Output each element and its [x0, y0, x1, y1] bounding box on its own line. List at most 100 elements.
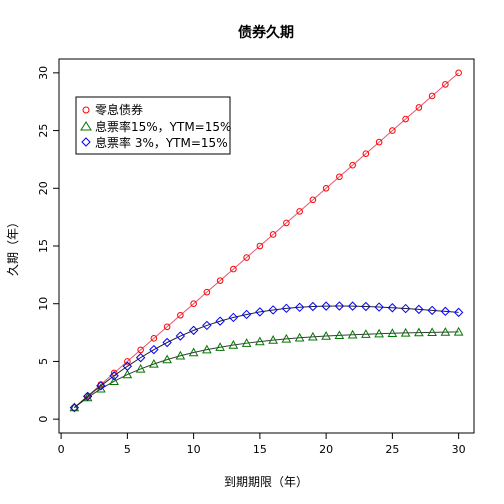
- series-point: [228, 312, 239, 323]
- series-point: [162, 337, 172, 348]
- legend-marker-coupon-3: [81, 137, 91, 147]
- y-axis-label: 久期（年）: [6, 216, 20, 276]
- legend-label-coupon-15: 息票率15%，YTM=15%: [95, 119, 231, 134]
- series-point: [428, 92, 436, 100]
- series-point: [281, 333, 292, 343]
- series-point: [82, 391, 93, 402]
- series-point: [228, 340, 239, 349]
- series-point: [349, 161, 356, 169]
- x-tick-label: 25: [385, 443, 399, 456]
- series-point: [336, 173, 343, 181]
- series-point: [175, 331, 186, 341]
- series-point: [375, 138, 383, 146]
- series-point: [188, 347, 199, 357]
- series-point: [215, 342, 225, 351]
- y-tick-label: 10: [37, 297, 50, 311]
- series-point: [190, 300, 197, 308]
- series-point: [294, 302, 305, 313]
- series-point: [361, 301, 371, 312]
- series-point: [440, 306, 451, 317]
- series-point: [255, 336, 265, 346]
- series-point: [69, 402, 80, 413]
- series-point: [269, 231, 277, 238]
- series-point: [230, 265, 237, 273]
- series-point: [294, 332, 305, 342]
- series-point: [387, 303, 398, 313]
- series-point: [109, 376, 119, 385]
- series-point: [203, 288, 211, 296]
- legend-marker-zero-coupon: [82, 106, 90, 114]
- series-point: [122, 369, 133, 379]
- x-tick-label: 10: [187, 443, 201, 456]
- series-point: [281, 303, 292, 314]
- series-point: [347, 301, 358, 311]
- chart-title: 债券久期: [238, 24, 294, 41]
- series-point: [135, 352, 146, 363]
- series-point: [256, 242, 264, 250]
- series-point: [243, 254, 250, 261]
- x-tick-label: 30: [452, 443, 466, 456]
- series-point: [322, 184, 330, 192]
- y-tick-label: 5: [37, 358, 50, 365]
- series-point: [149, 358, 159, 368]
- series-point: [309, 196, 317, 204]
- y-tick-label: 30: [37, 66, 50, 80]
- series-point: [321, 331, 331, 340]
- series-point: [455, 69, 462, 77]
- series-point: [427, 305, 437, 316]
- series-group: [69, 69, 464, 413]
- series-point: [334, 330, 345, 340]
- x-axis: 0 5 10 15 20 25 30: [58, 433, 466, 456]
- legend-marker-coupon-15: [80, 121, 92, 131]
- series-point: [387, 328, 398, 337]
- series-point: [69, 402, 80, 412]
- series-point: [268, 305, 278, 315]
- series-point: [389, 127, 396, 134]
- series-point: [149, 344, 159, 355]
- series-point: [150, 335, 158, 342]
- series-point: [427, 327, 437, 337]
- y-tick-label: 25: [37, 124, 50, 138]
- series-point: [361, 329, 371, 338]
- y-tick-label: 20: [37, 181, 50, 195]
- legend: 零息债券 息票率15%，YTM=15% 息票率 3%，YTM=15%: [75, 96, 231, 155]
- series-line-2: [74, 331, 459, 408]
- series-point: [334, 301, 345, 311]
- series-point: [135, 363, 146, 373]
- legend-box: [75, 96, 231, 155]
- series-point: [414, 304, 424, 315]
- series-point: [202, 344, 212, 354]
- series-point: [374, 328, 384, 338]
- series-point: [415, 104, 423, 111]
- series-point: [296, 208, 303, 215]
- series-point: [414, 327, 424, 337]
- series-point: [268, 335, 278, 344]
- series-point: [188, 325, 199, 336]
- legend-label-coupon-3: 息票率 3%，YTM=15%: [95, 135, 228, 150]
- series-point: [216, 277, 224, 284]
- series-point: [283, 219, 290, 227]
- series-point: [347, 329, 358, 339]
- series-point: [124, 358, 131, 365]
- series-point: [442, 81, 449, 88]
- x-tick-label: 0: [58, 443, 65, 456]
- x-axis-label: 到期期限（年）: [224, 475, 308, 489]
- series-point: [321, 301, 331, 311]
- series-point: [109, 371, 119, 381]
- series-point: [122, 361, 133, 371]
- series-point: [162, 354, 172, 364]
- y-tick-label: 15: [37, 239, 50, 253]
- x-tick-label: 5: [124, 443, 131, 456]
- series-point: [374, 302, 384, 312]
- series-point: [308, 331, 318, 341]
- series-point: [241, 338, 252, 347]
- series-point: [400, 327, 411, 337]
- series-point: [215, 316, 225, 326]
- series-point: [453, 307, 464, 318]
- series-point: [177, 311, 184, 319]
- x-tick-label: 20: [319, 443, 333, 456]
- series-point: [440, 327, 451, 336]
- series-point: [362, 150, 370, 157]
